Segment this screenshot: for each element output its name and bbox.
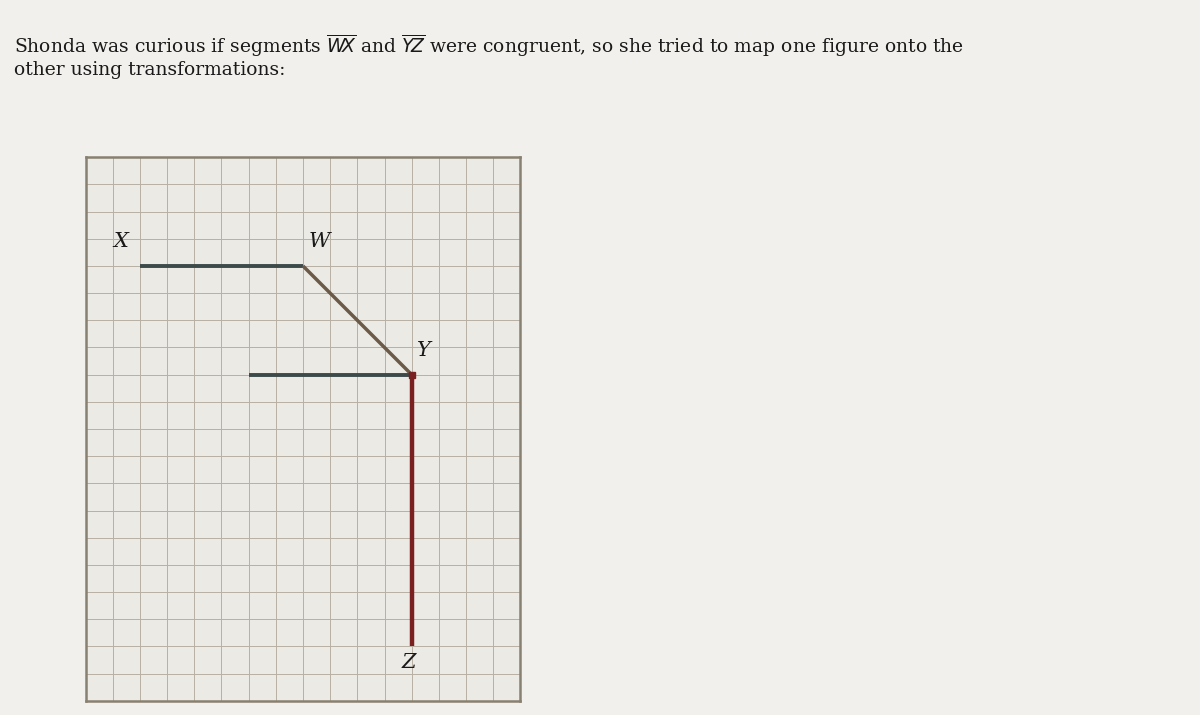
Text: Z: Z	[402, 653, 416, 672]
Text: other using transformations:: other using transformations:	[14, 61, 286, 79]
Text: Shonda was curious if segments $\overline{W\!X}$ and $\overline{Y\!Z}$ were cong: Shonda was curious if segments $\overlin…	[14, 32, 965, 59]
Text: W: W	[308, 232, 330, 251]
Text: X: X	[114, 232, 128, 251]
Text: Y: Y	[418, 340, 431, 360]
